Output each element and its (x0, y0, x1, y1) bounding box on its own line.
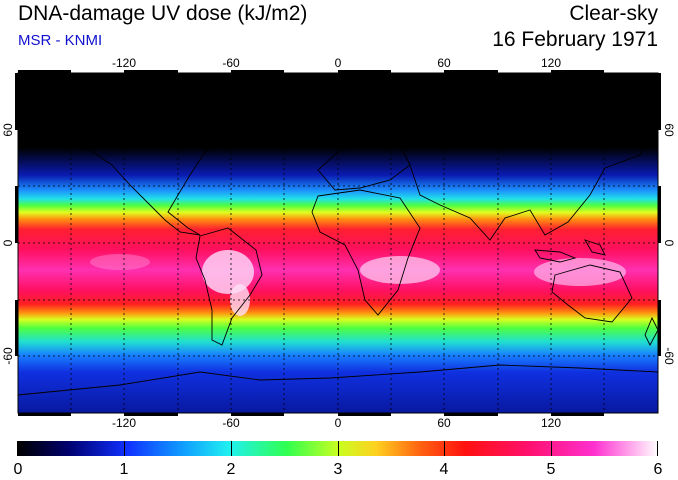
lat-label-left-0: 0 (1, 239, 15, 246)
lat-label-right-60n: 60 (662, 123, 676, 137)
graticule (18, 73, 658, 413)
colorbar-label-5: 5 (547, 461, 556, 478)
lon-label-bottom-60e: 60 (437, 416, 451, 430)
lon-label-bottom-120w: -120 (112, 416, 136, 430)
lon-label-top-60e: 60 (437, 56, 451, 70)
colorbar-label-4: 4 (440, 461, 449, 478)
colorbar-label-0: 0 (14, 461, 23, 478)
lon-label-top-120e: 120 (541, 56, 561, 70)
lon-label-top-120w: -120 (112, 56, 136, 70)
coastlines (18, 91, 658, 396)
colorbar-ticks (17, 441, 658, 456)
lon-label-bottom-60w: -60 (222, 416, 240, 430)
lon-label-top-60w: -60 (222, 56, 240, 70)
lat-label-right-0: 0 (662, 240, 676, 247)
lat-label-left-60s: -60 (1, 347, 15, 365)
lat-label-left-60n: 60 (1, 123, 15, 137)
colorbar-label-1: 1 (120, 461, 129, 478)
colorbar-label-6: 6 (654, 461, 663, 478)
date-label: 16 February 1971 (492, 28, 658, 51)
lon-label-top-0: 0 (335, 56, 342, 70)
frame-ticks (15, 70, 661, 416)
lat-label-right-60s: -60 (662, 347, 676, 365)
map-title: DNA-damage UV dose (kJ/m2) (18, 2, 308, 25)
sky-condition-label: Clear-sky (569, 2, 658, 25)
colorbar-label-2: 2 (227, 461, 236, 478)
source-label: MSR - KNMI (18, 32, 103, 49)
lon-label-bottom-120e: 120 (541, 416, 561, 430)
uv-maximum-areas (90, 250, 626, 316)
lon-label-bottom-0: 0 (335, 416, 342, 430)
colorbar-label-3: 3 (334, 461, 343, 478)
